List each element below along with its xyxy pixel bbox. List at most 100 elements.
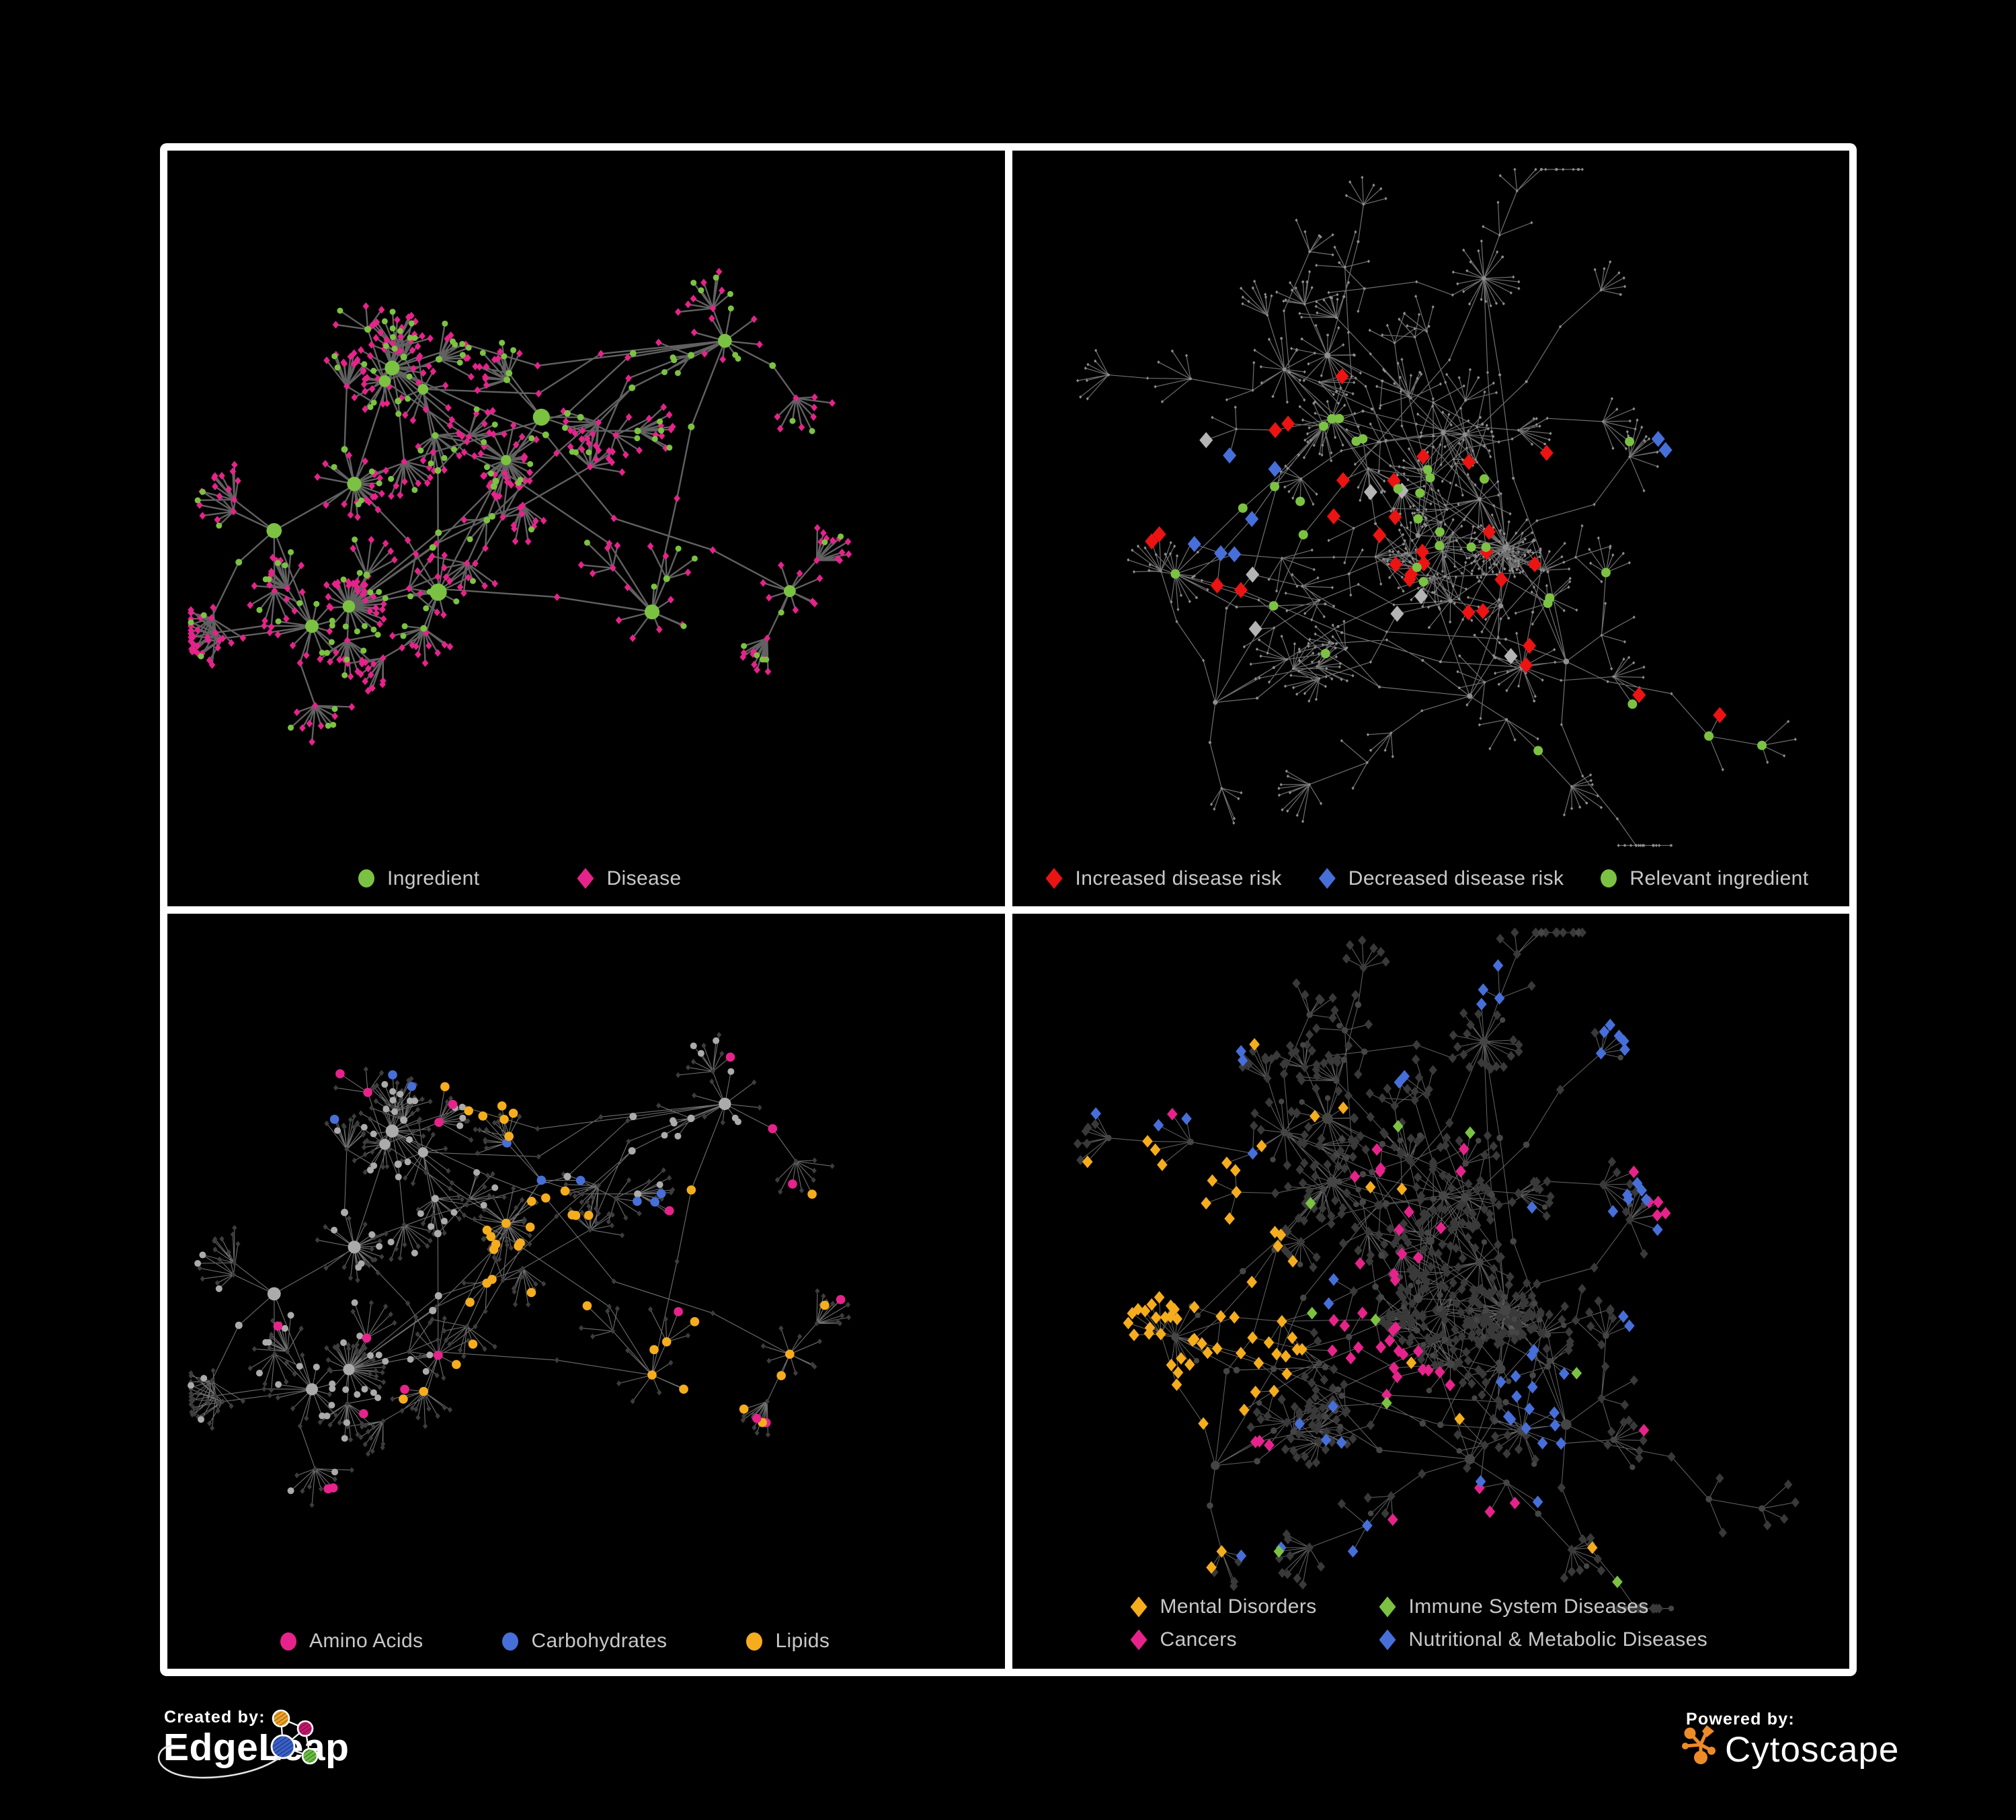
circle-node	[1439, 660, 1442, 664]
circle-node	[361, 361, 368, 368]
highlighted-circle-node	[448, 1099, 458, 1109]
circle-node	[1338, 662, 1342, 665]
highlighted-circle-node	[419, 1386, 429, 1396]
circle-node	[727, 305, 734, 312]
highlighted-circle-node	[582, 1300, 592, 1310]
highlighted-circle-node	[1627, 699, 1637, 709]
circle-marker-icon	[746, 1632, 763, 1651]
circle-node	[344, 1419, 351, 1426]
circle-node	[1307, 250, 1311, 253]
legend-item-relevant-ingredient: Relevant ingredient	[1601, 867, 1808, 890]
circle-node	[1481, 1238, 1487, 1245]
circle-node	[420, 625, 428, 632]
circle-node	[718, 333, 732, 348]
panel-grid: Ingredient Disease Increased disease risk D…	[160, 143, 1857, 1676]
circle-node	[407, 1355, 414, 1363]
circle-node	[1269, 1156, 1276, 1162]
circle-node	[1490, 430, 1493, 434]
circle-node	[441, 454, 448, 461]
highlighted-circle-node	[482, 1278, 491, 1288]
circle-node	[330, 721, 337, 728]
highlighted-circle-node	[465, 1297, 475, 1307]
circle-node	[411, 1249, 418, 1257]
circle-node	[426, 1351, 434, 1358]
circle-node	[1345, 1333, 1353, 1340]
highlighted-circle-node	[363, 1087, 372, 1097]
circle-node	[789, 418, 796, 424]
circle-node	[1379, 491, 1383, 494]
circle-node	[1504, 718, 1508, 721]
circle-node	[1560, 1322, 1567, 1328]
circle-node	[1355, 1001, 1361, 1008]
circle-node	[1195, 1312, 1201, 1318]
highlighted-circle-node	[508, 1108, 518, 1118]
circle-node	[266, 576, 272, 583]
circle-node	[417, 1146, 428, 1157]
circle-node	[368, 1230, 376, 1238]
circle-node	[1323, 602, 1326, 606]
circle-node	[381, 318, 388, 325]
highlighted-circle-node	[491, 1239, 501, 1249]
circle-node	[215, 1285, 223, 1292]
circle-node	[328, 639, 335, 645]
circle-node	[200, 1374, 208, 1382]
circle-node	[360, 647, 367, 654]
circle-node	[1234, 605, 1238, 608]
circle-node	[713, 274, 719, 281]
circle-node	[1278, 1098, 1284, 1105]
highlighted-circle-node	[482, 1225, 492, 1235]
circle-node	[1436, 1305, 1443, 1312]
circle-node	[510, 347, 517, 354]
circle-node	[1239, 1267, 1246, 1275]
circle-node	[1359, 1198, 1366, 1205]
circle-node	[1500, 1293, 1507, 1300]
circle-node	[188, 1382, 195, 1389]
circle-node	[1537, 928, 1545, 936]
circle-node	[1375, 1446, 1383, 1454]
circle-node	[1619, 293, 1622, 296]
circle-node	[1467, 1307, 1474, 1313]
circle-node	[501, 353, 508, 360]
highlighted-circle-node	[1295, 496, 1305, 506]
circle-node	[367, 1351, 374, 1359]
circle-node	[1525, 380, 1528, 383]
circle-node	[1531, 1300, 1537, 1306]
legend-row: Cancers Nutritional & Metabolic Diseases	[1130, 1628, 1850, 1651]
circle-node	[456, 1121, 464, 1129]
legend-item-lipids: Lipids	[746, 1630, 830, 1653]
panel-nutrient-classes: Amino Acids Carbohydrates Lipids	[167, 913, 1005, 1669]
circle-node	[395, 397, 402, 405]
highlighted-circle-node	[273, 1321, 283, 1331]
circle-node	[1429, 1195, 1437, 1202]
circle-node	[329, 1384, 336, 1392]
circle-node	[405, 395, 411, 402]
circle-node	[1481, 276, 1486, 281]
circle-node	[1446, 1359, 1455, 1368]
legend-label: Immune System Diseases	[1408, 1595, 1649, 1618]
highlighted-circle-node	[664, 1205, 674, 1216]
circle-node	[666, 444, 673, 451]
edgeleap-swoosh	[157, 1744, 280, 1779]
circle-node	[1513, 1329, 1520, 1335]
circle-node	[503, 376, 511, 383]
circle-node	[342, 623, 349, 630]
circle-node	[680, 623, 687, 629]
circle-node	[434, 467, 442, 474]
circle-node	[1397, 1137, 1403, 1143]
circle-node	[1392, 507, 1395, 510]
legend-label: Cancers	[1160, 1628, 1238, 1651]
circle-node	[1513, 554, 1516, 557]
circle-node	[1317, 598, 1320, 602]
circle-node	[404, 1158, 411, 1165]
circle-node	[1212, 700, 1217, 705]
highlighted-circle-node	[452, 1359, 461, 1369]
circle-node	[458, 1103, 466, 1111]
highlighted-circle-node	[1350, 436, 1361, 446]
circle-node	[499, 340, 506, 346]
circle-node	[340, 1339, 348, 1346]
circle-node	[394, 1160, 402, 1168]
circle-node	[375, 1351, 382, 1358]
circle-node	[352, 537, 358, 543]
circle-node	[821, 539, 828, 545]
circle-node	[397, 1090, 404, 1097]
